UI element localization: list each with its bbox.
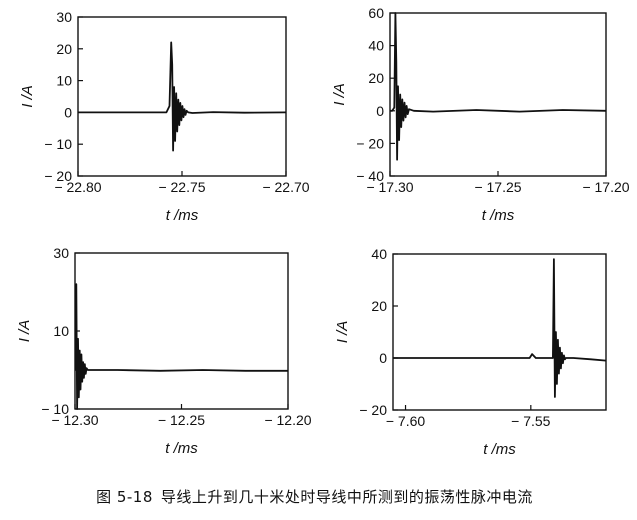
chart-3: − 10 10 30 − 12.30 − 12.25 − 12.20 I /A t /ms bbox=[16, 245, 312, 457]
x-tick-label: − 17.25 bbox=[474, 179, 521, 195]
x-axis-label: t /ms bbox=[483, 441, 516, 458]
x-tick-label: − 22.75 bbox=[158, 179, 205, 195]
chart-2: − 40 − 20 0 20 40 60 − 17.30 − 17.25 − 17.20 I /A… bbox=[331, 5, 630, 224]
y-tick-label: 20 bbox=[56, 41, 72, 57]
y-tick-label: 30 bbox=[53, 245, 69, 261]
y-tick-label: − 40 bbox=[356, 168, 384, 184]
chart-4: − 20 0 20 40 − 7.60 − 7.55 I /A t /ms bbox=[334, 246, 607, 458]
plot-frame bbox=[77, 16, 287, 177]
figure-caption-text: 导线上升到几十米处时导线中所测到的振荡性脉冲电流 bbox=[160, 488, 533, 506]
x-tick-label: − 17.30 bbox=[366, 179, 413, 195]
series-line bbox=[78, 41, 287, 152]
chart-1: − 20 − 10 0 10 20 30 − 22.80 − 22.75 − 22.70 I /A… bbox=[19, 9, 310, 224]
y-tick-label: − 20 bbox=[356, 135, 384, 151]
series-line bbox=[390, 12, 607, 161]
x-tick-label: − 7.60 bbox=[386, 413, 426, 429]
y-tick-label: − 20 bbox=[44, 168, 72, 184]
y-tick-label: 10 bbox=[56, 73, 72, 89]
plot-frame bbox=[392, 253, 607, 411]
x-tick-label: − 17.20 bbox=[582, 179, 629, 195]
x-tick-label: − 12.20 bbox=[264, 412, 311, 428]
y-axis-label: I /A bbox=[334, 321, 351, 344]
figure-caption: 图 5-18 导线上升到几十米处时导线中所测到的振荡性脉冲电流 bbox=[0, 486, 637, 507]
y-tick-label: 20 bbox=[371, 298, 387, 314]
series-line bbox=[393, 258, 607, 398]
y-tick-label: − 10 bbox=[41, 401, 69, 417]
x-axis-label: t /ms bbox=[482, 207, 515, 224]
y-tick-label: 0 bbox=[376, 103, 384, 119]
x-tick-label: − 12.30 bbox=[51, 412, 98, 428]
y-tick-label: 40 bbox=[371, 246, 387, 262]
y-tick-label: 40 bbox=[368, 38, 384, 54]
y-tick-label: 0 bbox=[64, 104, 72, 120]
x-axis-label: t /ms bbox=[165, 440, 198, 457]
x-tick-label: − 22.70 bbox=[262, 179, 309, 195]
x-tick-label: − 12.25 bbox=[158, 412, 205, 428]
figure-number: 图 5-18 bbox=[96, 488, 153, 506]
y-tick-label: 0 bbox=[379, 350, 387, 366]
y-tick-label: 60 bbox=[368, 5, 384, 21]
y-tick-label: − 10 bbox=[44, 136, 72, 152]
x-axis-label: t /ms bbox=[166, 207, 199, 224]
y-axis-label: I /A bbox=[331, 83, 348, 106]
series-line bbox=[74, 283, 288, 410]
plot-frame bbox=[389, 12, 607, 177]
x-tick-label: − 22.80 bbox=[54, 179, 101, 195]
y-tick-label: − 20 bbox=[359, 402, 387, 418]
x-tick-label: − 7.55 bbox=[511, 413, 551, 429]
y-axis-label: I /A bbox=[16, 320, 33, 343]
y-tick-label: 30 bbox=[56, 9, 72, 25]
plot-frame bbox=[74, 252, 289, 410]
y-axis-label: I /A bbox=[19, 85, 36, 108]
y-tick-label: 10 bbox=[53, 323, 69, 339]
y-tick-label: 20 bbox=[368, 70, 384, 86]
